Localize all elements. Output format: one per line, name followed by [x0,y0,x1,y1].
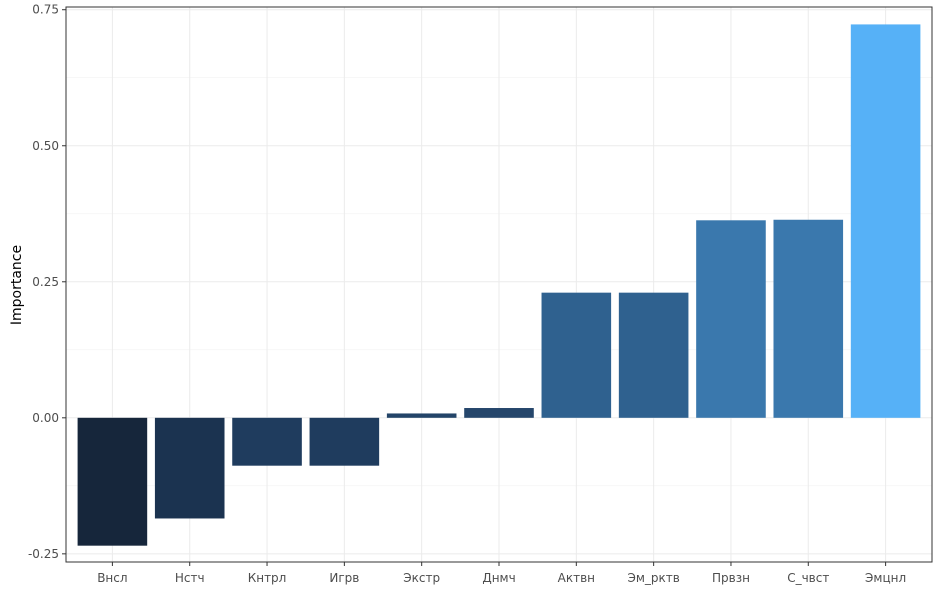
bar [618,292,689,418]
x-tick-label: Внсл [97,571,127,585]
x-tick-label: Игрв [329,571,359,585]
bar [696,220,766,418]
bar [386,413,457,418]
y-tick-label: 0.50 [32,139,59,153]
bar [464,408,534,418]
x-tick-label: Актвн [558,571,595,585]
bars [77,24,921,546]
y-tick-label: 0.75 [32,3,59,17]
y-tick-label: 0.25 [32,275,59,289]
y-tick-label: -0.25 [28,547,59,561]
x-tick-label: Эмцнл [865,571,906,585]
x-tick-label: Кнтрл [248,571,287,585]
x-tick-label: Днмч [482,571,515,585]
y-tick-label: 0.00 [32,411,59,425]
x-tick-label: Нстч [175,571,205,585]
bar [232,417,302,466]
y-axis-title: Importance [9,245,25,325]
bar [773,219,844,418]
bar [850,24,921,418]
y-axis-ticks: -0.25 0.00 0.25 0.50 0.75 [28,3,66,561]
bar [309,417,380,466]
x-tick-label: С_чвст [787,571,829,585]
x-axis-ticks: Внсл Нстч Кнтрл Игрв Экстр Днмч Актвн Эм_рктв Пр… [97,562,906,585]
x-tick-label: Эм_рктв [627,571,679,585]
bar [541,292,612,418]
x-tick-label: Првзн [712,571,750,585]
bar [77,417,148,546]
bar [154,417,225,519]
x-tick-label: Экстр [403,571,440,585]
